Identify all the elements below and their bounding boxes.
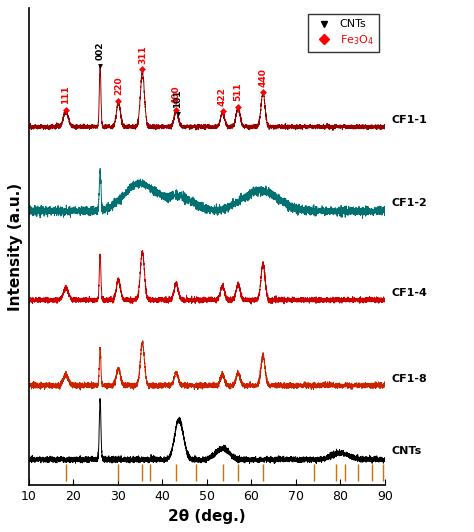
Text: 511: 511 [234,83,243,102]
Legend: CNTs, Fe$_3$O$_4$: CNTs, Fe$_3$O$_4$ [308,14,379,52]
Y-axis label: Intensity (a.u.): Intensity (a.u.) [9,182,23,311]
Text: 400: 400 [172,86,181,104]
Text: CF1-1: CF1-1 [392,115,428,125]
Text: 311: 311 [138,45,147,64]
Text: 002: 002 [96,41,105,60]
Text: 422: 422 [218,87,227,105]
Text: CF1-2: CF1-2 [392,198,428,208]
Text: 111: 111 [61,85,70,104]
Text: CF1-4: CF1-4 [392,288,428,298]
Text: 440: 440 [258,68,267,87]
Text: 101: 101 [173,89,182,108]
X-axis label: 2θ (deg.): 2θ (deg.) [168,509,246,523]
Text: CF1-8: CF1-8 [392,373,428,384]
Text: CNTs: CNTs [392,446,422,456]
Text: 220: 220 [114,77,123,95]
